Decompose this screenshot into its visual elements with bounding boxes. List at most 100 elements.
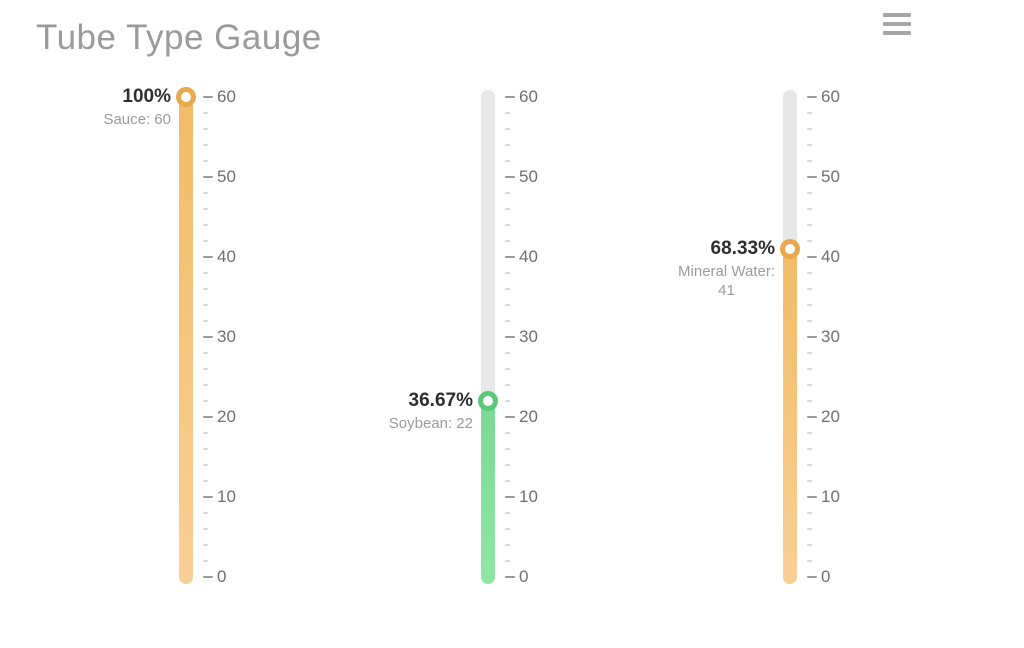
gauge-tube-fill [783,242,797,584]
axis-tick-label: 60 [217,87,236,106]
axis-minor-tick [807,320,812,322]
axis-minor-tick [203,448,208,450]
gauge-percent-label: 36.67% [408,390,473,411]
gauge-series-label: Mineral Water: 41 [678,262,775,300]
axis-major-tick [505,176,515,178]
hamburger-bar [883,22,911,26]
axis-minor-tick [203,480,208,482]
axis-major-tick [203,336,213,338]
axis-major-tick [807,496,817,498]
axis-major-tick [505,96,515,98]
axis-minor-tick [505,160,510,162]
gauge-series-label-line: 41 [718,282,735,299]
axis-minor-tick [203,432,208,434]
axis-tick-label: 50 [821,167,840,186]
axis-major-tick [807,176,817,178]
axis-minor-tick [505,432,510,434]
axis-tick-label: 40 [217,247,236,266]
axis-minor-tick [505,384,510,386]
axis-minor-tick [807,160,812,162]
axis-minor-tick [203,544,208,546]
axis-minor-tick [807,560,812,562]
axis-tick-label: 60 [519,87,538,106]
axis-minor-tick [203,352,208,354]
axis-tick-label: 20 [217,407,236,426]
gauge-series-label-line: Sauce: 60 [103,111,171,128]
axis-major-tick [203,176,213,178]
axis-minor-tick [807,352,812,354]
axis-minor-tick [203,224,208,226]
axis-minor-tick [807,288,812,290]
axis-minor-tick [807,448,812,450]
hamburger-bar [883,13,911,17]
axis-tick-label: 10 [217,487,236,506]
axis-minor-tick [807,384,812,386]
axis-minor-tick [505,320,510,322]
axis-tick-label: 60 [821,87,840,106]
axis-minor-tick [807,480,812,482]
axis-minor-tick [505,208,510,210]
axis-tick-label: 10 [519,487,538,506]
axis-minor-tick [807,240,812,242]
axis-minor-tick [203,560,208,562]
axis-minor-tick [505,144,510,146]
axis-tick-label: 10 [821,487,840,506]
axis-minor-tick [505,544,510,546]
axis-major-tick [505,256,515,258]
axis-tick-label: 0 [217,567,227,586]
axis-minor-tick [505,240,510,242]
gauge-percent-label: 100% [122,86,171,107]
axis-minor-tick [505,352,510,354]
axis-minor-tick [505,224,510,226]
gauge-series-label: Soybean: 22 [389,414,473,433]
axis-major-tick [807,416,817,418]
axis-minor-tick [807,512,812,514]
axis-minor-tick [807,192,812,194]
axis-major-tick [203,96,213,98]
axis-minor-tick [807,144,812,146]
gauge-series-label: Sauce: 60 [103,110,171,129]
axis-minor-tick [807,400,812,402]
axis-tick-label: 30 [519,327,538,346]
axis-minor-tick [505,128,510,130]
axis-tick-label: 0 [821,567,831,586]
axis-major-tick [505,496,515,498]
gauge-handle-ring [780,239,800,259]
axis-minor-tick [203,304,208,306]
axis-major-tick [505,576,515,578]
axis-minor-tick [505,448,510,450]
axis-minor-tick [505,368,510,370]
axis-minor-tick [807,112,812,114]
axis-minor-tick [203,128,208,130]
axis-minor-tick [807,272,812,274]
axis-minor-tick [505,560,510,562]
axis-minor-tick [807,368,812,370]
axis-major-tick [807,256,817,258]
axis-minor-tick [203,512,208,514]
axis-minor-tick [807,304,812,306]
axis-major-tick [807,576,817,578]
axis-minor-tick [203,528,208,530]
axis-minor-tick [203,112,208,114]
gauge-tube-fill [179,90,193,584]
axis-minor-tick [203,368,208,370]
hamburger-menu-icon[interactable] [883,13,911,35]
chart-title: Tube Type Gauge [36,18,322,57]
axis-major-tick [203,576,213,578]
axis-minor-tick [203,272,208,274]
axis-tick-label: 50 [217,167,236,186]
axis-tick-label: 40 [821,247,840,266]
axis-minor-tick [203,208,208,210]
gauge-handle-ring [478,391,498,411]
axis-major-tick [807,336,817,338]
axis-tick-label: 20 [519,407,538,426]
axis-minor-tick [505,304,510,306]
axis-minor-tick [203,240,208,242]
axis-minor-tick [807,128,812,130]
gauge-percent-label: 68.33% [710,238,775,259]
axis-minor-tick [203,144,208,146]
axis-minor-tick [505,512,510,514]
axis-minor-tick [505,192,510,194]
axis-minor-tick [203,400,208,402]
